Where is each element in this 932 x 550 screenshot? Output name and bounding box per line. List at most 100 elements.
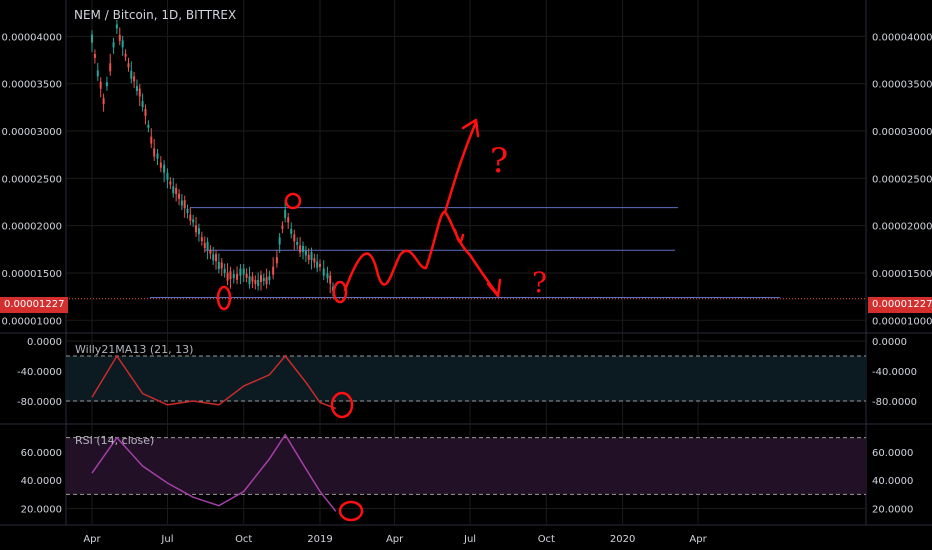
y-tick-label-left: 0.00004000 [2, 32, 62, 43]
current-price-badge-left: 0.00001227 [0, 297, 69, 313]
candle-body [133, 76, 136, 82]
candle-body [159, 162, 162, 168]
y-tick-label-right: 0.00001000 [872, 316, 932, 327]
y-tick-label-left: 60.0000 [21, 448, 62, 459]
candle-body [248, 276, 251, 285]
candle-body [284, 209, 287, 218]
y-tick-label-left: 40.0000 [21, 476, 62, 487]
drawn-circle-current [332, 280, 348, 304]
drawn-circle-willy [330, 391, 354, 419]
rsi-line [91, 433, 337, 512]
y-tick-label-left: 0.00001500 [2, 269, 62, 280]
candle-body [331, 286, 334, 291]
x-tick-label: 2019 [307, 534, 332, 545]
willy-pane[interactable] [66, 354, 866, 410]
candle-body [223, 269, 226, 274]
candle-body [195, 225, 198, 233]
x-tick-label: Apr [386, 534, 404, 545]
candle-body [220, 262, 223, 269]
candle-body [153, 148, 156, 157]
candle-body [265, 277, 268, 285]
y-tick-label-right: -80.0000 [872, 397, 917, 408]
y-tick-label-right: 0.00001500 [872, 269, 932, 280]
y-tick-label-right: -40.0000 [872, 367, 917, 378]
candle-body [175, 188, 178, 195]
candle-body [212, 254, 215, 261]
candle-body [169, 181, 172, 185]
candle-body [232, 274, 235, 279]
panes [0, 0, 932, 526]
rsi-pane[interactable] [66, 433, 866, 512]
candle-body [296, 241, 299, 245]
candle-body [144, 108, 147, 116]
candle-body [183, 200, 186, 209]
candle-body [329, 275, 332, 284]
candle-body [226, 272, 229, 281]
candle-body [163, 164, 166, 173]
candle-body [166, 172, 169, 180]
drawn-path [343, 210, 500, 297]
candle-body [118, 34, 121, 41]
candle-body [180, 200, 183, 206]
candle-body [299, 245, 302, 253]
candle-body [178, 193, 181, 199]
drawn-circle-rsi [338, 500, 364, 522]
y-tick-label-right: 60.0000 [872, 448, 913, 459]
candle-body [99, 81, 102, 89]
drawn-question-mark: ? [490, 141, 508, 181]
x-tick-label: Apr [689, 534, 707, 545]
y-tick-label-left: -40.0000 [17, 367, 62, 378]
y-tick-label-right: 40.0000 [872, 476, 913, 487]
candle-body [268, 276, 271, 281]
candle-body [192, 219, 195, 223]
y-tick-label-right: 0.00003000 [872, 127, 932, 138]
candle-body [326, 273, 329, 279]
willy-label: Willy21MA13 (21, 13) [75, 343, 194, 356]
candle-body [197, 228, 200, 235]
x-tick-label: 2020 [610, 534, 635, 545]
candle-body [275, 257, 278, 264]
y-tick-label-right: 0.00002500 [872, 174, 932, 185]
x-tick-label: Oct [235, 534, 252, 545]
candle-body [316, 261, 319, 268]
willy-line [91, 354, 337, 410]
candle-body [203, 243, 206, 249]
candle-body [209, 249, 212, 254]
candle-body [236, 273, 239, 280]
candle-body [93, 53, 96, 58]
candle-body [138, 88, 141, 97]
x-tick-label: Apr [83, 534, 101, 545]
candle-body [206, 241, 209, 250]
y-tick-label-left: 20.0000 [21, 505, 62, 516]
y-tick-label-left: 0.00001000 [2, 316, 62, 327]
y-tick-label-left: 0.00002000 [2, 222, 62, 233]
candle-body [302, 245, 305, 252]
candle-body [109, 63, 112, 72]
candle-body [242, 268, 245, 275]
candle-body [272, 266, 275, 275]
axes: Apr Jul Oct 2019 Apr Jul Oct 2020 Apr 0.00004000 0… [2, 32, 932, 545]
candle-body [287, 217, 290, 223]
y-tick-label-left: 0.00002500 [2, 174, 62, 185]
candle-body [135, 85, 138, 91]
y-tick-label-left: 0.00003500 [2, 80, 62, 91]
y-tick-label-right: 20.0000 [872, 505, 913, 516]
candle-body [124, 53, 127, 57]
candle-body [257, 279, 260, 286]
user-drawings: ?? [216, 118, 547, 522]
candle-body [189, 214, 192, 221]
rsi-label: RSI (14, close) [75, 434, 155, 447]
candle-body [259, 275, 262, 283]
candle-body [115, 24, 118, 29]
drawn-question-mark: ? [532, 266, 547, 299]
candle-body [310, 252, 313, 261]
x-tick-label: Jul [160, 534, 173, 545]
price-pane[interactable] [66, 19, 866, 300]
candle-body [217, 261, 220, 269]
y-tick-label-right: 0.00002000 [872, 222, 932, 233]
candle-body [156, 153, 159, 159]
candle-body [105, 82, 108, 87]
candle-body [112, 42, 115, 48]
candle-body [91, 34, 93, 43]
